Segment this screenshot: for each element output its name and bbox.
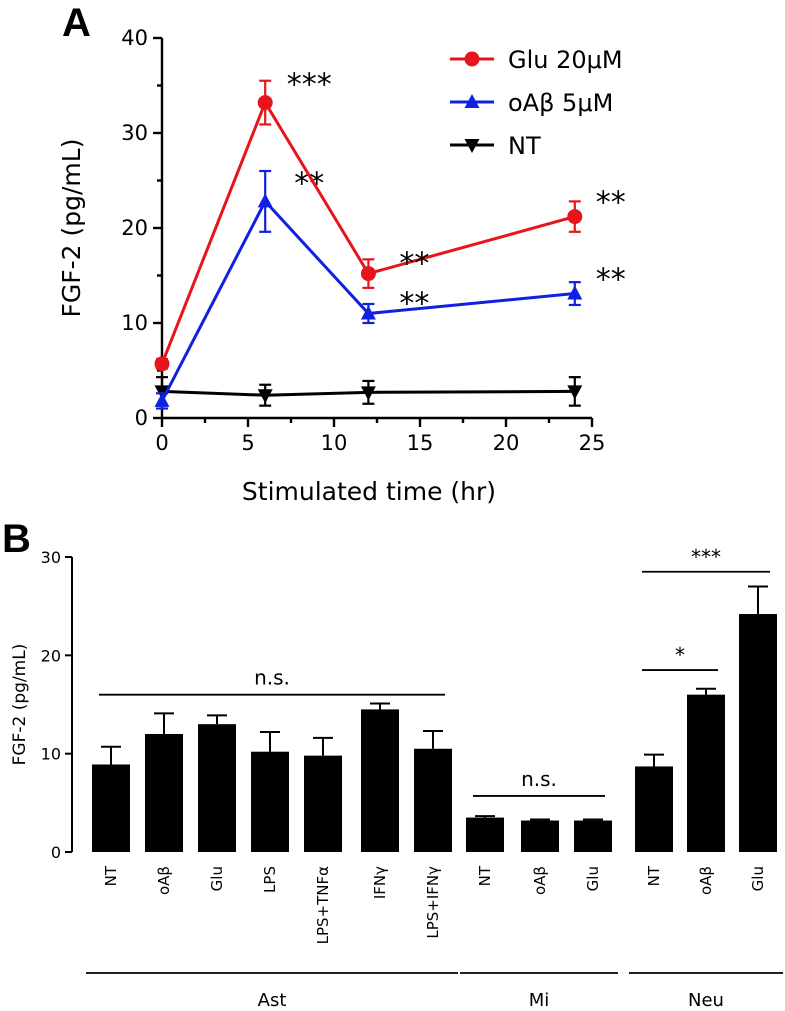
category-label: oAβ (697, 866, 715, 895)
bar (687, 694, 725, 852)
y-tick-label: 20 (41, 646, 61, 665)
category-label: oAβ (155, 866, 173, 895)
series-0-point (154, 356, 170, 372)
x-tick-label: 10 (321, 431, 348, 455)
series-0-point (567, 209, 583, 225)
bar (466, 817, 504, 852)
series-1-line (160, 198, 575, 402)
y-axis-title: FGF-2 (pg/mL) (57, 139, 86, 318)
category-label: LPS+IFNγ (424, 866, 442, 939)
category-label: oAβ (531, 866, 549, 895)
x-tick-label: 5 (241, 431, 254, 455)
y-tick-label: 30 (41, 548, 61, 567)
series-0-significance: ** (399, 247, 429, 282)
bar (521, 820, 559, 852)
bar (251, 751, 289, 852)
panel-a-label: A (62, 1, 91, 45)
legend-label-2: NT (508, 132, 541, 160)
y-axis-title: FGF-2 (pg/mL) (10, 644, 30, 766)
bar (198, 724, 236, 852)
x-axis-title: Stimulated time (hr) (242, 477, 496, 506)
series-2-line (161, 389, 575, 397)
x-tick-label: 0 (155, 431, 168, 455)
group-label: Ast (258, 990, 287, 1011)
series-0-significance: *** (287, 68, 332, 103)
category-label: Glu (208, 866, 226, 891)
y-tick-label: 10 (41, 745, 61, 764)
panel-b-label: B (2, 517, 31, 561)
series-0-line (160, 99, 576, 365)
series-1-significance: ** (294, 166, 324, 201)
series-0-significance: ** (596, 186, 626, 221)
x-tick-label: 25 (579, 431, 606, 455)
legend-marker-1 (464, 94, 480, 108)
series-1-point (360, 305, 376, 320)
series-1-point (154, 392, 170, 407)
bar (361, 709, 399, 852)
y-tick-label: 0 (135, 406, 148, 430)
comparison-label: n.s. (521, 767, 557, 791)
y-tick-label: 10 (121, 311, 148, 335)
y-tick-label: 30 (121, 121, 148, 145)
y-tick-label: 40 (121, 26, 148, 50)
y-tick-label: 20 (121, 216, 148, 240)
bar-chart-panel-b: 0 10 20 30 FGF-2 (pg/mL) NT oAβ Glu LPS LPS+TNFα I… (10, 545, 783, 1011)
series-1-significance: ** (596, 263, 626, 298)
series-1-point (567, 285, 583, 300)
category-label: IFNγ (371, 866, 389, 899)
legend-label-1: oAβ 5μM (508, 89, 613, 117)
legend-marker-0 (464, 51, 480, 67)
x-tick-label: 15 (407, 431, 434, 455)
bar (635, 766, 673, 852)
category-label: NT (102, 865, 120, 886)
series-0-point (257, 95, 273, 111)
comparison-label: *** (691, 545, 721, 569)
series-1-significance: ** (399, 287, 429, 322)
series-2-point (567, 385, 583, 400)
bar (574, 820, 612, 852)
category-label: Glu (749, 866, 767, 891)
group-label: Neu (688, 990, 724, 1011)
series-1-point (257, 193, 273, 208)
group-label: Mi (529, 990, 550, 1011)
comparison-label: * (675, 643, 685, 667)
legend-marker-2 (464, 139, 480, 153)
comparison-label: n.s. (254, 666, 290, 690)
x-tick-label: 20 (493, 431, 520, 455)
legend-label-0: Glu 20μM (508, 46, 623, 74)
line-chart-panel-a: 0 10 20 30 40 0 5 10 15 20 25 Stimulated time (hr) F… (57, 26, 626, 506)
series-2-point (257, 389, 273, 404)
series-0-point (360, 266, 376, 282)
series-2-point (360, 386, 376, 401)
category-label: NT (645, 865, 663, 886)
category-label: LPS (261, 866, 279, 893)
bar (739, 614, 777, 852)
y-tick-label: 0 (51, 843, 61, 862)
category-label: NT (476, 865, 494, 886)
bar (145, 734, 183, 852)
category-label: Glu (584, 866, 602, 891)
category-label: LPS+TNFα (314, 866, 332, 945)
bar (304, 755, 342, 852)
bar (414, 748, 452, 852)
bar (92, 764, 130, 852)
